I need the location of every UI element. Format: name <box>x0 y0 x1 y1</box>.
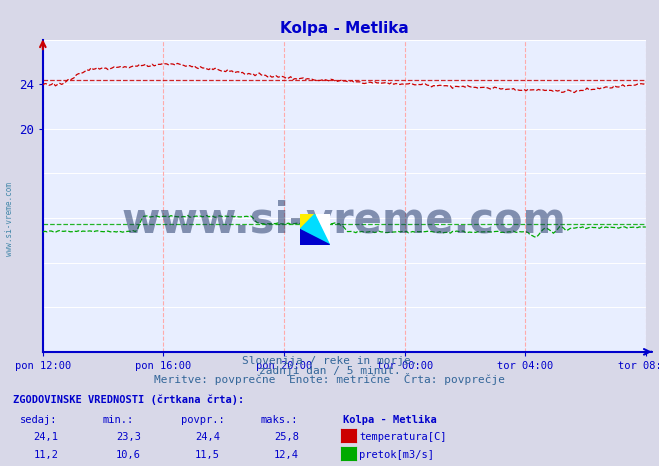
Text: 12,4: 12,4 <box>274 450 299 460</box>
Text: 11,2: 11,2 <box>34 450 59 460</box>
Text: zadnji dan / 5 minut.: zadnji dan / 5 minut. <box>258 366 401 376</box>
Text: 23,3: 23,3 <box>116 432 141 442</box>
Text: maks.:: maks.: <box>260 415 298 425</box>
Text: 10,6: 10,6 <box>116 450 141 460</box>
Text: 11,5: 11,5 <box>195 450 220 460</box>
Text: Kolpa - Metlika: Kolpa - Metlika <box>343 415 436 425</box>
Polygon shape <box>300 214 315 229</box>
Title: Kolpa - Metlika: Kolpa - Metlika <box>280 21 409 36</box>
Text: www.si-vreme.com: www.si-vreme.com <box>122 200 567 242</box>
Text: 24,4: 24,4 <box>195 432 220 442</box>
Text: Slovenija / reke in morje.: Slovenija / reke in morje. <box>242 356 417 366</box>
Text: 24,1: 24,1 <box>34 432 59 442</box>
Text: ZGODOVINSKE VREDNOSTI (črtkana črta):: ZGODOVINSKE VREDNOSTI (črtkana črta): <box>13 395 244 405</box>
Text: sedaj:: sedaj: <box>20 415 57 425</box>
Polygon shape <box>300 229 330 245</box>
Text: temperatura[C]: temperatura[C] <box>359 432 447 442</box>
Text: www.si-vreme.com: www.si-vreme.com <box>5 182 14 256</box>
Text: pretok[m3/s]: pretok[m3/s] <box>359 450 434 460</box>
Text: min.:: min.: <box>102 415 133 425</box>
Text: povpr.:: povpr.: <box>181 415 225 425</box>
Text: Meritve: povprečne  Enote: metrične  Črta: povprečje: Meritve: povprečne Enote: metrične Črta:… <box>154 373 505 385</box>
Text: 25,8: 25,8 <box>274 432 299 442</box>
Polygon shape <box>300 214 330 245</box>
